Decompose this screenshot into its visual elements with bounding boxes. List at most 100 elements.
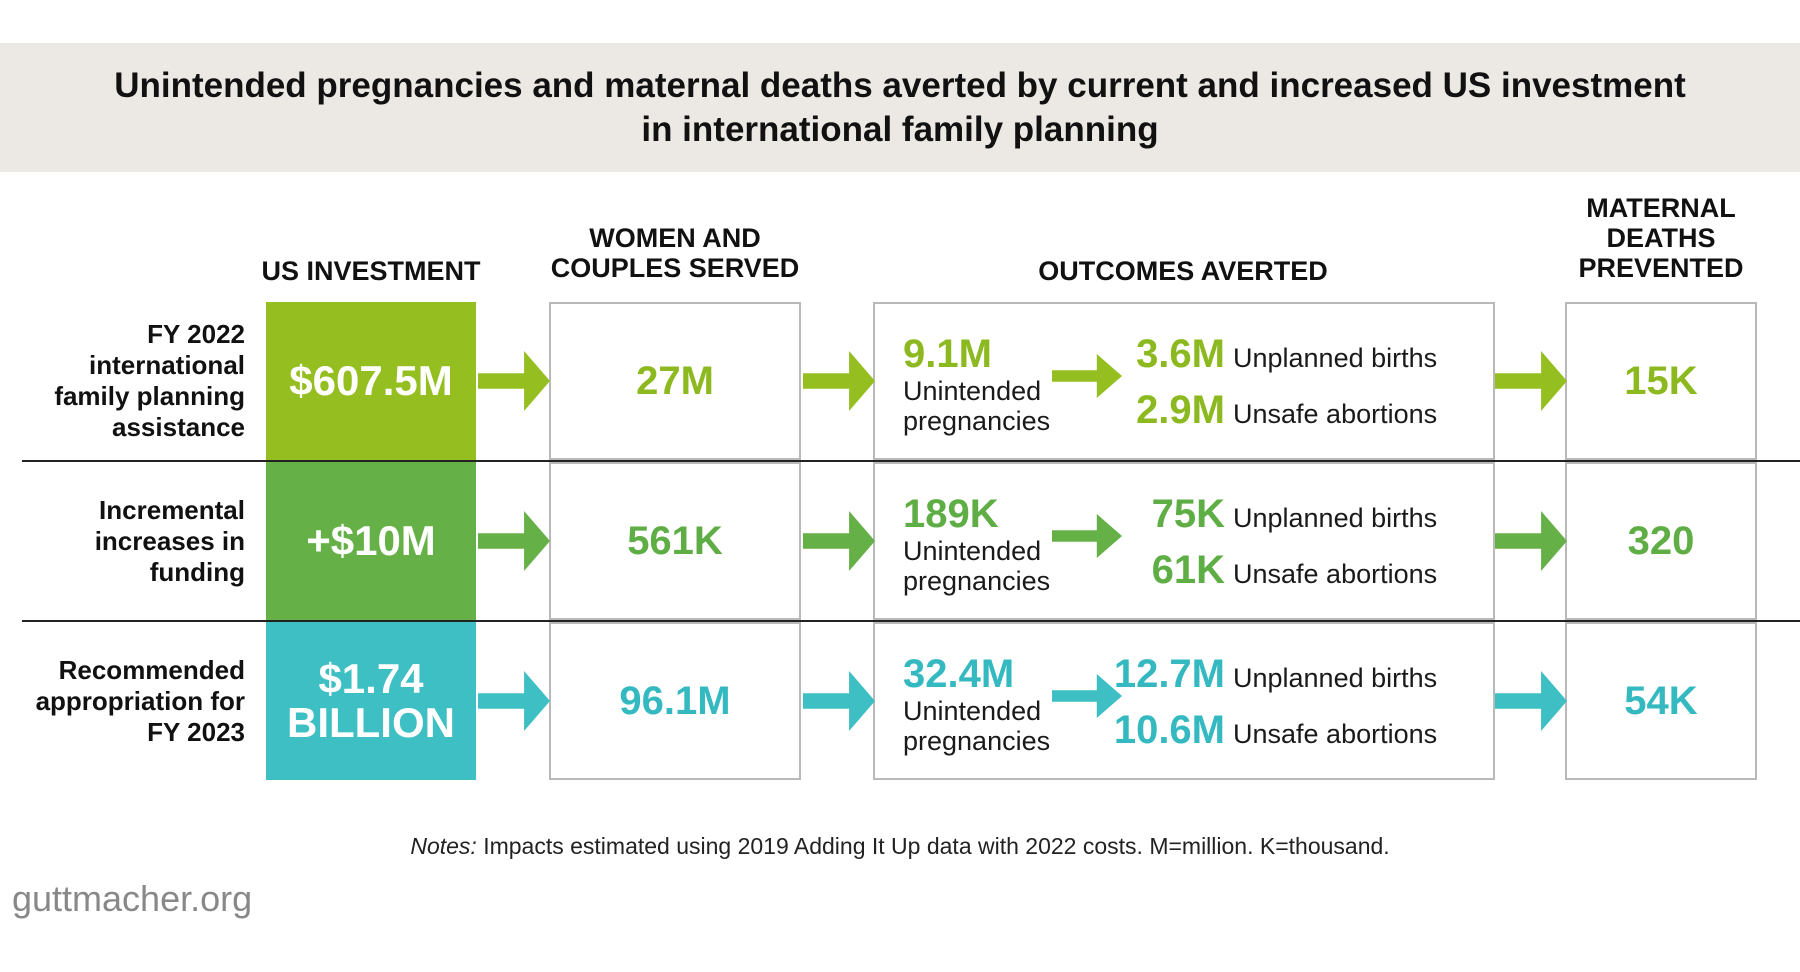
investment-value: BILLION	[287, 699, 455, 746]
births-label: Unplanned births	[1233, 343, 1438, 373]
row-divider	[22, 620, 1800, 622]
row-label-line: increases in	[94, 525, 245, 556]
column-header-served: WOMEN AND COUPLES SERVED	[548, 220, 802, 286]
outcomes-box: 32.4M Unintended pregnancies 12.7M Unpla…	[873, 622, 1495, 780]
flow-arrow-icon	[803, 351, 875, 411]
column-header-deaths-line-1: MATERNAL	[1586, 193, 1736, 223]
column-header-deaths-line-2: DEATHS	[1606, 223, 1716, 253]
unintended-label-line-2: pregnancies	[903, 566, 1051, 596]
outcomes-box: 9.1M Unintended pregnancies 3.6M Unplann…	[873, 302, 1495, 460]
served-value: 96.1M	[619, 678, 731, 723]
flow-arrow-icon	[478, 351, 550, 411]
births-label: Unplanned births	[1233, 663, 1438, 693]
column-header-deaths: MATERNAL DEATHS PREVENTED	[1565, 190, 1757, 286]
abortions-label: Unsafe abortions	[1233, 399, 1438, 429]
row-label-line: assistance	[112, 412, 245, 442]
column-header-served-line-2: COUPLES SERVED	[550, 253, 800, 283]
abortions-line: 61K Unsafe abortions	[1045, 548, 1485, 604]
abortions-value: 2.9M	[1136, 388, 1225, 432]
served-value: 561K	[627, 518, 723, 563]
row-label-line: funding	[149, 556, 245, 587]
column-header-outcomes-text: OUTCOMES AVERTED	[1038, 256, 1328, 286]
outcome-arrow-icon	[1052, 354, 1122, 398]
unintended-group: 9.1M Unintended pregnancies	[903, 332, 1050, 436]
outcome-split: 3.6M Unplanned births 2.9M Unsafe aborti…	[1045, 332, 1485, 444]
flow-arrow-icon	[803, 511, 875, 571]
column-header-outcomes: OUTCOMES AVERTED	[873, 250, 1493, 286]
births-value: 75K	[1151, 492, 1225, 536]
outcomes-box: 189K Unintended pregnancies 75K Unplanne…	[873, 462, 1495, 620]
deaths-box: 54K	[1565, 622, 1757, 780]
flow-arrow-icon	[478, 511, 550, 571]
outcome-split: 75K Unplanned births 61K Unsafe abortion…	[1045, 492, 1485, 604]
unintended-value: 9.1M	[903, 332, 992, 376]
investment-value: +$10M	[306, 517, 436, 564]
investment-value: $607.5M	[289, 357, 453, 404]
row-label-line: appropriation for	[35, 685, 245, 716]
title-line-2: in international family planning	[641, 109, 1159, 149]
row-label: FY 2022 international family planning assis…	[20, 302, 245, 460]
footer-logo: guttmacher.org	[12, 878, 253, 919]
flow-arrow-icon	[478, 671, 550, 731]
outcome-arrow-icon	[1052, 514, 1122, 558]
unintended-group: 189K Unintended pregnancies	[903, 492, 1050, 596]
outcome-split: 12.7M Unplanned births 10.6M Unsafe abor…	[1045, 652, 1485, 764]
row-label-line: international	[88, 350, 245, 380]
unintended-label-line-2: pregnancies	[903, 726, 1051, 756]
outcome-arrow-icon	[1052, 674, 1122, 718]
notes: Notes: Impacts estimated using 2019 Addi…	[0, 833, 1800, 860]
flow-arrow-icon	[803, 671, 875, 731]
served-box: 27M	[549, 302, 801, 460]
column-header-deaths-line-3: PREVENTED	[1578, 253, 1744, 283]
births-line: 3.6M Unplanned births	[1045, 332, 1485, 388]
births-value: 3.6M	[1136, 332, 1225, 376]
row-label-line: Incremental	[99, 494, 245, 525]
unintended-label-line-1: Unintended	[903, 696, 1042, 726]
abortions-label: Unsafe abortions	[1233, 719, 1438, 749]
abortions-value: 10.6M	[1113, 708, 1225, 752]
unintended-value: 189K	[903, 492, 999, 536]
column-header-served-line-1: WOMEN AND	[589, 223, 761, 253]
title-line-1: Unintended pregnancies and maternal deat…	[114, 65, 1686, 105]
column-header-investment-text: US INVESTMENT	[261, 256, 481, 286]
served-value: 27M	[636, 358, 714, 403]
row-label: Recommended appropriation for FY 2023	[20, 622, 245, 780]
abortions-label: Unsafe abortions	[1233, 559, 1438, 589]
unintended-label-line-1: Unintended	[903, 536, 1042, 566]
abortions-line: 10.6M Unsafe abortions	[1045, 708, 1485, 764]
deaths-box: 320	[1565, 462, 1757, 620]
unintended-label-line-2: pregnancies	[903, 406, 1051, 436]
investment-value: $1.74	[318, 655, 424, 702]
investment-block: +$10M	[266, 462, 476, 620]
notes-prefix: Notes:	[410, 833, 477, 859]
row-label-line: FY 2022	[147, 319, 245, 349]
abortions-line: 2.9M Unsafe abortions	[1045, 388, 1485, 444]
row-label-line: FY 2023	[147, 716, 245, 747]
flow-arrow-icon	[1495, 671, 1567, 731]
deaths-value: 320	[1627, 518, 1695, 563]
unintended-value: 32.4M	[903, 652, 1015, 696]
investment-block: $607.5M	[266, 302, 476, 460]
flow-arrow-icon	[1495, 351, 1567, 411]
column-header-investment: US INVESTMENT	[250, 250, 492, 286]
births-value: 12.7M	[1113, 652, 1225, 696]
served-box: 96.1M	[549, 622, 801, 780]
deaths-box: 15K	[1565, 302, 1757, 460]
investment-block: $1.74 BILLION	[266, 622, 476, 780]
births-line: 75K Unplanned births	[1045, 492, 1485, 548]
row-divider	[22, 460, 1800, 462]
served-box: 561K	[549, 462, 801, 620]
row-label: Incremental increases in funding	[20, 462, 245, 620]
births-label: Unplanned births	[1233, 503, 1438, 533]
flow-arrow-icon	[1495, 511, 1567, 571]
title-banner: Unintended pregnancies and maternal deat…	[0, 43, 1800, 172]
abortions-value: 61K	[1151, 548, 1225, 592]
deaths-value: 54K	[1624, 678, 1698, 723]
unintended-group: 32.4M Unintended pregnancies	[903, 652, 1050, 756]
unintended-label-line-1: Unintended	[903, 376, 1042, 406]
deaths-value: 15K	[1624, 358, 1698, 403]
births-line: 12.7M Unplanned births	[1045, 652, 1485, 708]
row-label-line: Recommended	[58, 654, 245, 685]
notes-text: Impacts estimated using 2019 Adding It U…	[476, 833, 1390, 859]
row-label-line: family planning	[54, 381, 245, 411]
